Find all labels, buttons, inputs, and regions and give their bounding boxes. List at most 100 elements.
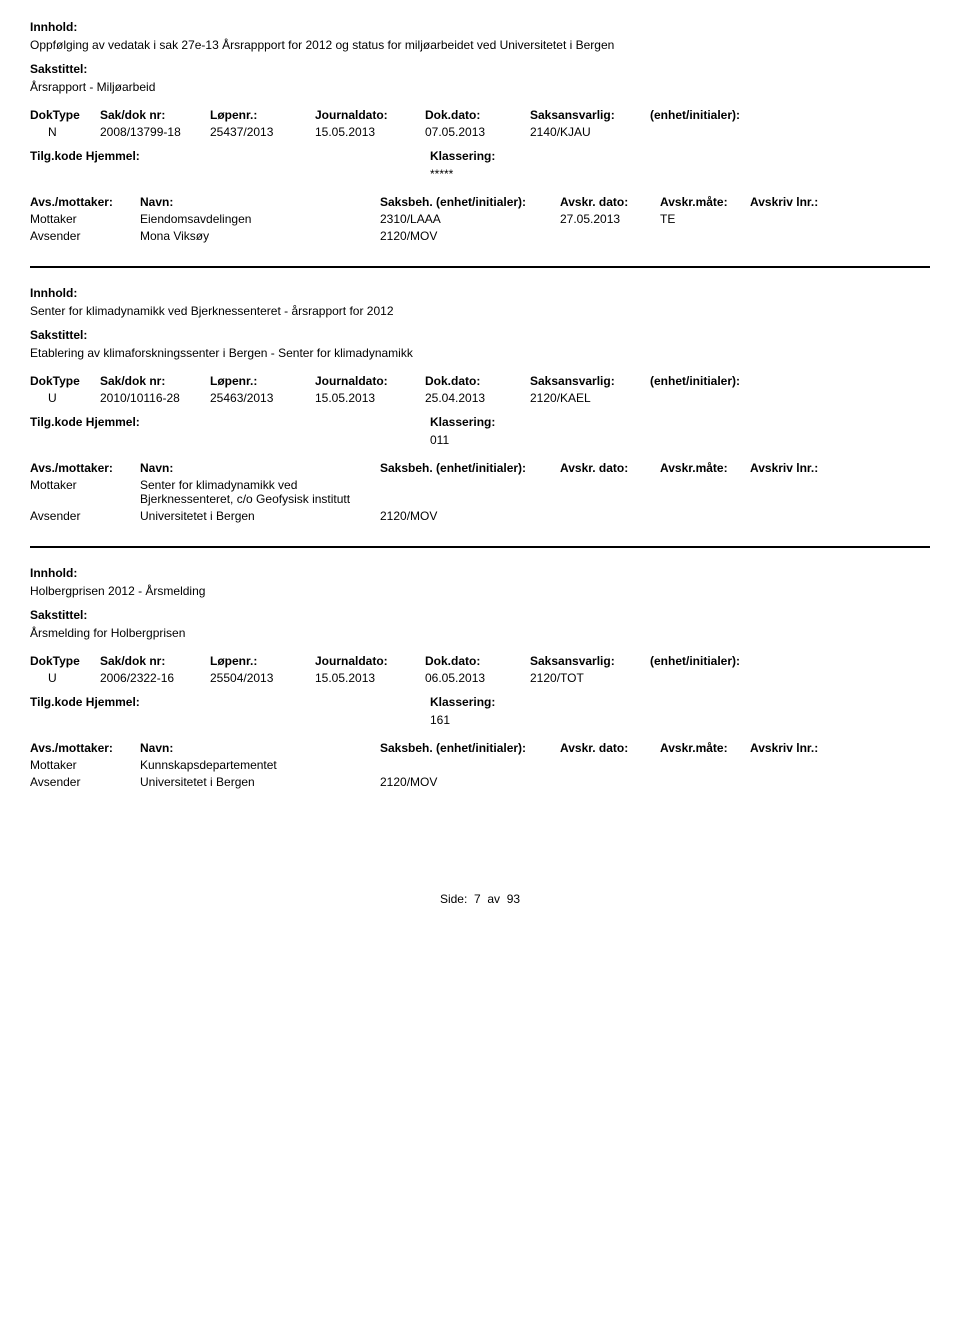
innhold-label: Innhold: — [30, 286, 930, 300]
saksansvarlig-value: 2120/KAEL — [530, 391, 650, 405]
avskrmate-label: Avskr.måte: — [660, 741, 750, 755]
doktype-value: N — [30, 125, 100, 139]
avsmottaker-label: Avs./mottaker: — [30, 741, 140, 755]
avsmottaker-label: Avs./mottaker: — [30, 461, 140, 475]
party-navn: Senter for klimadynamikk ved Bjerknessen… — [140, 478, 380, 506]
party-header-row: Avs./mottaker:Navn:Saksbeh. (enhet/initi… — [30, 195, 930, 209]
saksansvarlig-label: Saksansvarlig: — [530, 654, 650, 668]
party-row: AvsenderUniversitetet i Bergen2120/MOV — [30, 775, 930, 789]
avskrivlnr-label: Avskriv lnr.: — [750, 741, 850, 755]
avskrdato-label: Avskr. dato: — [560, 195, 660, 209]
doc-value-row: U2010/10116-2825463/201315.05.201325.04.… — [30, 391, 930, 405]
dokdato-value: 25.04.2013 — [425, 391, 530, 405]
party-role: Mottaker — [30, 758, 140, 772]
sakstittel-label: Sakstittel: — [30, 62, 930, 76]
journaldato-value: 15.05.2013 — [315, 391, 425, 405]
journal-record: Innhold: Senter for klimadynamikk ved Bje… — [30, 286, 930, 548]
avskrdato-label: Avskr. dato: — [560, 461, 660, 475]
journaldato-label: Journaldato: — [315, 654, 425, 668]
party-navn: Kunnskapsdepartementet — [140, 758, 380, 772]
doktype-value: U — [30, 391, 100, 405]
klassering-value: 161 — [430, 713, 930, 727]
saksansvarlig-value: 2120/TOT — [530, 671, 650, 685]
doktype-value: U — [30, 671, 100, 685]
footer-side-label: Side: — [440, 892, 467, 906]
party-role: Avsender — [30, 229, 140, 243]
sakdok-label: Sak/dok nr: — [100, 654, 210, 668]
saksansvarlig-label: Saksansvarlig: — [530, 374, 650, 388]
enhet-label: (enhet/initialer): — [650, 374, 800, 388]
tilgkode-row: Tilg.kode Hjemmel:Klassering: — [30, 415, 930, 429]
lopenr-value: 25437/2013 — [210, 125, 315, 139]
avskrivlnr-label: Avskriv lnr.: — [750, 461, 850, 475]
enhet-label: (enhet/initialer): — [650, 654, 800, 668]
party-role: Mottaker — [30, 212, 140, 226]
enhet-label: (enhet/initialer): — [650, 108, 800, 122]
avskrmate-label: Avskr.måte: — [660, 461, 750, 475]
lopenr-label: Løpenr.: — [210, 374, 315, 388]
party-saksbeh: 2120/MOV — [380, 229, 560, 243]
doc-header-row: DokTypeSak/dok nr:Løpenr.:Journaldato:Do… — [30, 108, 930, 122]
doktype-label: DokType — [30, 108, 100, 122]
sakstittel-label: Sakstittel: — [30, 608, 930, 622]
journal-record: Innhold:Oppfølging av vedatak i sak 27e-… — [30, 20, 930, 268]
klassering-label: Klassering: — [430, 149, 495, 163]
journal-record: Innhold:Holbergprisen 2012 - ÅrsmeldingS… — [30, 566, 930, 812]
navn-label: Navn: — [140, 195, 380, 209]
party-saksbeh: 2310/LAAA — [380, 212, 560, 226]
doc-value-row: N2008/13799-1825437/201315.05.201307.05.… — [30, 125, 930, 139]
party-avskrdato: 27.05.2013 — [560, 212, 660, 226]
sakdok-value: 2006/2322-16 — [100, 671, 210, 685]
party-role: Avsender — [30, 509, 140, 523]
dokdato-value: 07.05.2013 — [425, 125, 530, 139]
footer-total: 93 — [507, 892, 520, 906]
avskrivlnr-label: Avskriv lnr.: — [750, 195, 850, 209]
avskrdato-label: Avskr. dato: — [560, 741, 660, 755]
sakdok-value: 2010/10116-28 — [100, 391, 210, 405]
sakstittel-label: Sakstittel: — [30, 328, 930, 342]
klassering-value: ***** — [430, 167, 930, 181]
dokdato-label: Dok.dato: — [425, 108, 530, 122]
klassering-value: 011 — [430, 433, 930, 447]
party-header-row: Avs./mottaker:Navn:Saksbeh. (enhet/initi… — [30, 741, 930, 755]
saksbeh-label: Saksbeh. (enhet/initialer): — [380, 195, 560, 209]
sakstittel-text: Årsmelding for Holbergprisen — [30, 626, 930, 640]
doktype-label: DokType — [30, 654, 100, 668]
tilgkode-hjemmel-label: Tilg.kode Hjemmel: — [30, 415, 430, 429]
innhold-label: Innhold: — [30, 566, 930, 580]
dokdato-value: 06.05.2013 — [425, 671, 530, 685]
saksansvarlig-label: Saksansvarlig: — [530, 108, 650, 122]
sakdok-value: 2008/13799-18 — [100, 125, 210, 139]
dokdato-label: Dok.dato: — [425, 654, 530, 668]
party-header-row: Avs./mottaker:Navn:Saksbeh. (enhet/initi… — [30, 461, 930, 475]
avskrmate-label: Avskr.måte: — [660, 195, 750, 209]
tilgkode-row: Tilg.kode Hjemmel:Klassering: — [30, 695, 930, 709]
lopenr-value: 25463/2013 — [210, 391, 315, 405]
innhold-text: Oppfølging av vedatak i sak 27e-13 Årsra… — [30, 38, 930, 52]
saksansvarlig-value: 2140/KJAU — [530, 125, 650, 139]
journaldato-value: 15.05.2013 — [315, 125, 425, 139]
party-navn: Universitetet i Bergen — [140, 509, 380, 523]
klassering-label: Klassering: — [430, 695, 495, 709]
footer-av: av — [487, 892, 500, 906]
innhold-text: Senter for klimadynamikk ved Bjerknessen… — [30, 304, 930, 318]
tilgkode-hjemmel-label: Tilg.kode Hjemmel: — [30, 695, 430, 709]
tilgkode-hjemmel-label: Tilg.kode Hjemmel: — [30, 149, 430, 163]
page-footer: Side: 7 av 93 — [30, 892, 930, 906]
lopenr-label: Løpenr.: — [210, 654, 315, 668]
party-row: AvsenderMona Viksøy2120/MOV — [30, 229, 930, 243]
sakdok-label: Sak/dok nr: — [100, 374, 210, 388]
journaldato-label: Journaldato: — [315, 374, 425, 388]
party-row: MottakerSenter for klimadynamikk ved Bje… — [30, 478, 930, 506]
party-role: Avsender — [30, 775, 140, 789]
party-row: AvsenderUniversitetet i Bergen2120/MOV — [30, 509, 930, 523]
doktype-label: DokType — [30, 374, 100, 388]
sakstittel-text: Etablering av klimaforskningssenter i Be… — [30, 346, 930, 360]
doc-header-row: DokTypeSak/dok nr:Løpenr.:Journaldato:Do… — [30, 654, 930, 668]
klassering-label: Klassering: — [430, 415, 495, 429]
lopenr-label: Løpenr.: — [210, 108, 315, 122]
party-avskrmate: TE — [660, 212, 750, 226]
doc-header-row: DokTypeSak/dok nr:Løpenr.:Journaldato:Do… — [30, 374, 930, 388]
sakdok-label: Sak/dok nr: — [100, 108, 210, 122]
party-saksbeh: 2120/MOV — [380, 509, 560, 523]
